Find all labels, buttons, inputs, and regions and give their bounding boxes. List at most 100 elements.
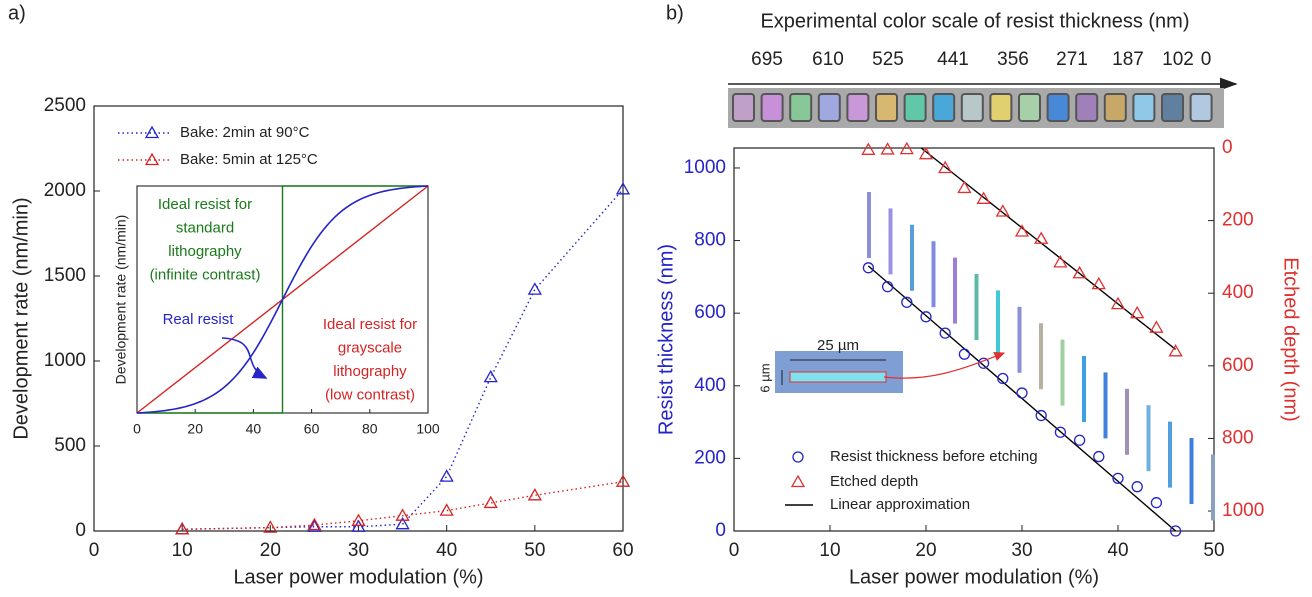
data-point (1110, 296, 1126, 310)
y2-axis-label: Etched depth (nm) (1280, 257, 1302, 422)
data-point (1053, 255, 1068, 268)
micrograph-bar (1189, 438, 1194, 504)
y-tick-label: 500 (54, 435, 86, 456)
y2-tick-label: 800 (1222, 427, 1254, 448)
inset-annotation: Ideal resist for (158, 196, 252, 213)
x-tick-label: 30 (1011, 540, 1032, 561)
legend-label: Bake: 5min at 125°C (180, 151, 318, 168)
scale-swatch (960, 93, 984, 122)
plot-frame (733, 147, 1215, 532)
y-tick-label: 1500 (44, 265, 86, 286)
data-point (1112, 472, 1124, 485)
panel-label: a) (8, 2, 26, 24)
data-point (939, 327, 951, 339)
data-point (1091, 276, 1106, 290)
micrograph-bar (1017, 306, 1022, 373)
legend-label: Etched depth (830, 473, 918, 490)
x-axis-label: Laser power modulation (%) (849, 566, 1099, 588)
inset-annotation: standard (176, 219, 234, 236)
data-point (395, 516, 410, 530)
data-point (527, 487, 542, 501)
scale-swatch (846, 93, 870, 122)
data-point (1016, 387, 1028, 399)
data-point (899, 141, 914, 155)
data-point (1169, 525, 1182, 537)
x-tick-label: 60 (612, 540, 633, 561)
inset-x-tick-label: 40 (246, 421, 262, 437)
scale-swatch (1161, 93, 1184, 122)
scale-swatch (1132, 93, 1156, 122)
data-point (957, 180, 972, 194)
scale-swatch (932, 93, 956, 122)
data-point (995, 204, 1010, 217)
y-axis-label: Resist thickness (nm) (655, 244, 677, 435)
y-tick-label: 200 (694, 447, 726, 468)
data-point (351, 519, 366, 532)
x-axis-label: Laser power modulation (%) (233, 566, 483, 588)
inset-y-axis-label: Development rate (nm/min) (113, 215, 129, 385)
scale-title: Experimental color scale of resist thick… (760, 10, 1189, 32)
scale-swatch (1075, 93, 1099, 122)
inset-height-label: 6 µm (757, 363, 772, 392)
micrograph-bar (931, 241, 936, 308)
data-point (1131, 481, 1143, 493)
y-tick-label: 600 (694, 302, 726, 323)
scale-swatch (903, 93, 927, 122)
x-tick-label: 20 (915, 540, 936, 561)
micrograph-bar (1103, 372, 1108, 439)
x-tick-label: 40 (436, 540, 457, 561)
data-point (976, 191, 991, 204)
scale-swatch (817, 93, 841, 122)
data-point (901, 296, 913, 308)
inset-x-tick-label: 60 (304, 421, 320, 437)
micrograph-bar (1168, 421, 1172, 488)
data-point (395, 508, 410, 521)
data-point (527, 282, 542, 295)
data-point (920, 311, 932, 323)
data-point (1035, 409, 1047, 422)
x-tick-label: 50 (1203, 540, 1224, 561)
data-point (615, 474, 631, 487)
data-point (1034, 231, 1049, 244)
micrograph-bar (1125, 388, 1129, 455)
micrograph-bar (1211, 454, 1215, 521)
scale-swatch (1046, 93, 1070, 122)
legend-marker (144, 125, 160, 139)
legend-marker (790, 474, 806, 488)
inset-annotation: Real resist (163, 311, 235, 328)
data-point (997, 372, 1009, 385)
y2-tick-label: 1000 (1222, 500, 1264, 521)
data-point (175, 521, 190, 535)
data-point (1014, 224, 1030, 237)
data-point (1093, 450, 1105, 463)
data-point (958, 348, 971, 360)
data-point (881, 281, 894, 293)
fit-line (920, 147, 1177, 351)
scale-label: 356 (997, 49, 1029, 70)
legend-marker (144, 152, 160, 166)
data-point (1072, 265, 1087, 279)
inset-x-tick-label: 20 (187, 421, 203, 437)
data-point (1130, 305, 1145, 319)
x-tick-label: 10 (819, 540, 840, 561)
scale-swatch (760, 93, 784, 122)
inset-annotation: lithography (333, 363, 407, 380)
series-line (182, 188, 624, 530)
data-point (307, 517, 322, 531)
inset-bar (789, 371, 887, 383)
data-point (307, 519, 322, 532)
scale-label: 187 (1112, 49, 1144, 70)
data-point (439, 469, 454, 482)
scale-label: 102 (1162, 49, 1194, 70)
micrograph-bar (974, 274, 979, 340)
x-tick-label: 20 (260, 540, 281, 561)
y-tick-label: 400 (694, 375, 726, 396)
inset-annotation: grayscale (338, 339, 402, 356)
y-tick-label: 800 (694, 230, 726, 251)
micrograph-bar (1146, 405, 1151, 472)
data-point (483, 495, 498, 509)
data-point (1168, 343, 1183, 357)
scale-label: 610 (812, 49, 844, 70)
data-point (1149, 320, 1164, 333)
